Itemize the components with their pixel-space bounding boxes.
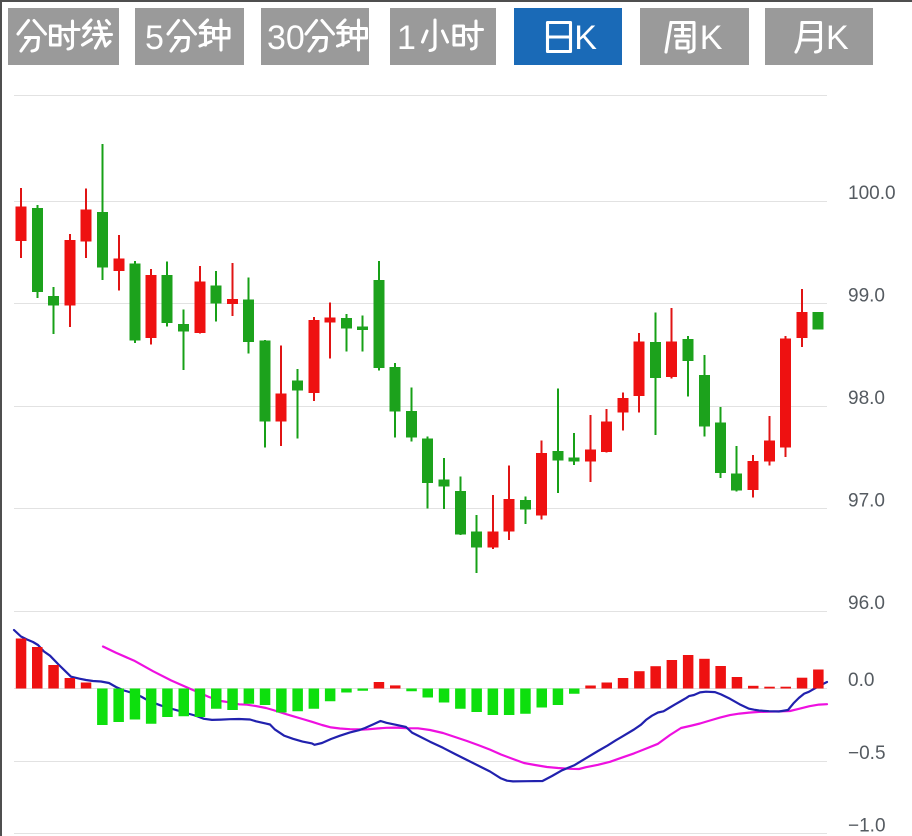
svg-text:−1.0: −1.0 — [848, 815, 886, 836]
svg-text:5: 5 — [145, 19, 164, 57]
svg-text:−0.5: −0.5 — [848, 743, 886, 764]
svg-text:100.0: 100.0 — [848, 183, 896, 204]
svg-text:K: K — [826, 19, 849, 57]
svg-text:K: K — [700, 19, 723, 57]
svg-text:30: 30 — [267, 19, 305, 57]
svg-text:98.0: 98.0 — [848, 388, 885, 409]
svg-text:96.0: 96.0 — [848, 593, 885, 614]
svg-text:97.0: 97.0 — [848, 491, 885, 512]
svg-text:1: 1 — [397, 19, 416, 57]
svg-text:99.0: 99.0 — [848, 286, 885, 307]
svg-text:0.0: 0.0 — [848, 670, 874, 691]
svg-text:K: K — [574, 19, 597, 57]
